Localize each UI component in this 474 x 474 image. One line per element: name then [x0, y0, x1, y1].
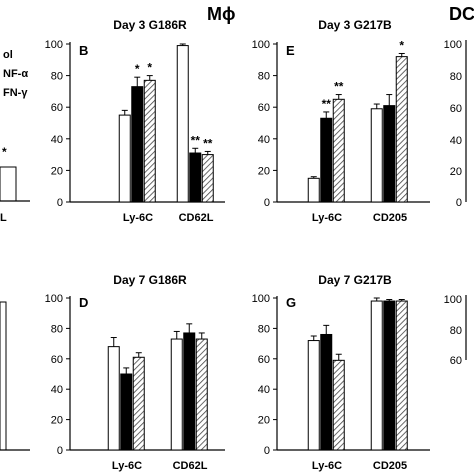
bar [131, 86, 144, 203]
y-tick-label: 60 [258, 354, 270, 366]
bar [170, 338, 183, 451]
significance-mark: ** [322, 97, 332, 111]
left-significance-mark: * [2, 145, 7, 159]
bar [107, 346, 120, 451]
bar [383, 300, 396, 451]
bar [332, 98, 345, 203]
bar [183, 332, 196, 451]
right-cropped-axes: 100 80 60 40 20 0 100 80 60 [444, 39, 467, 367]
bar [395, 300, 408, 451]
y-tick-label: 0 [264, 197, 270, 209]
right-bottom-tick: 100 [444, 294, 462, 306]
right-top-tick: 60 [450, 103, 462, 115]
bar [307, 177, 320, 203]
legend: ol NF-α FN-γ [3, 49, 28, 99]
panel-title: Day 7 G186R [113, 273, 187, 287]
y-tick-label: 100 [252, 293, 270, 305]
panel-title: Day 3 G217B [318, 18, 392, 32]
bar [320, 117, 333, 203]
bar [120, 373, 133, 451]
category-label: CD62L [173, 460, 208, 472]
significance-mark: ** [203, 136, 213, 150]
left-category-label: L [0, 212, 7, 224]
bar [143, 79, 156, 203]
y-tick-label: 0 [57, 197, 63, 209]
panel-day7-g217b: Day 7 G217B G 100 80 60 40 20 0 Ly-6C CD205 [252, 273, 430, 472]
legend-item-control: ol [3, 49, 13, 61]
y-tick-label: 60 [258, 102, 270, 114]
legend-item-tnf: NF-α [3, 68, 28, 80]
significance-mark: ** [191, 133, 201, 147]
y-tick-label: 100 [252, 39, 270, 51]
significance-mark: * [399, 38, 404, 52]
panel-letter: G [286, 295, 296, 310]
right-top-tick: 0 [456, 197, 462, 209]
right-top-tick: 20 [450, 166, 462, 178]
left-partial-bar [0, 166, 17, 202]
y-tick-label: 80 [258, 71, 270, 83]
category-label: CD62L [179, 212, 214, 224]
y-tick-label: 0 [264, 445, 270, 457]
panel-title: Day 7 G217B [318, 273, 392, 287]
bar [132, 356, 145, 451]
bar [189, 152, 202, 203]
y-tick-label: 40 [51, 134, 63, 146]
left-partial-bar-bottom [0, 301, 7, 451]
bar [176, 45, 189, 203]
right-bottom-tick: 60 [450, 355, 462, 367]
significance-mark: * [147, 61, 152, 75]
significance-mark: ** [334, 80, 344, 94]
right-top-tick: 100 [444, 39, 462, 51]
panel-day7-g186r: Day 7 G186R D 100 80 60 40 20 0 Ly-6C CD62L [45, 273, 225, 472]
panel-letter: B [79, 43, 88, 58]
bar [307, 340, 320, 451]
y-tick-label: 40 [258, 384, 270, 396]
panel-letter: E [286, 43, 295, 58]
y-tick-label: 60 [51, 102, 63, 114]
y-tick-label: 20 [51, 415, 63, 427]
panel-title: Day 3 G186R [113, 18, 187, 32]
y-tick-label: 20 [258, 415, 270, 427]
category-label: CD205 [373, 460, 407, 472]
category-label: Ly-6C [312, 212, 342, 224]
y-tick-label: 0 [57, 445, 63, 457]
y-tick-label: 80 [51, 323, 63, 335]
category-label: CD205 [373, 212, 407, 224]
bar [195, 338, 208, 451]
legend-item-ifn: FN-γ [3, 87, 28, 99]
bar [370, 300, 383, 451]
y-tick-label: 20 [51, 165, 63, 177]
y-tick-label: 20 [258, 165, 270, 177]
macrophage-label: Mϕ [207, 4, 236, 24]
left-cropped-panels: * L [0, 145, 30, 451]
right-bottom-tick: 80 [450, 325, 462, 337]
y-tick-label: 60 [51, 354, 63, 366]
panel-letter: D [79, 295, 88, 310]
category-label: Ly-6C [112, 460, 142, 472]
bar [370, 108, 383, 203]
bar [320, 333, 333, 451]
significance-mark: * [135, 62, 140, 76]
y-tick-label: 40 [51, 384, 63, 396]
y-tick-label: 80 [51, 71, 63, 83]
y-tick-label: 80 [258, 323, 270, 335]
y-tick-label: 40 [258, 134, 270, 146]
y-tick-label: 100 [45, 39, 63, 51]
bar [118, 114, 131, 203]
right-top-tick: 40 [450, 135, 462, 147]
right-top-tick: 80 [450, 71, 462, 83]
bar [383, 105, 396, 203]
bar [395, 56, 408, 203]
category-label: Ly-6C [123, 212, 153, 224]
bar [201, 154, 214, 203]
dc-label: DC [449, 4, 474, 24]
y-tick-label: 100 [45, 293, 63, 305]
bar [332, 359, 345, 451]
category-label: Ly-6C [312, 460, 342, 472]
